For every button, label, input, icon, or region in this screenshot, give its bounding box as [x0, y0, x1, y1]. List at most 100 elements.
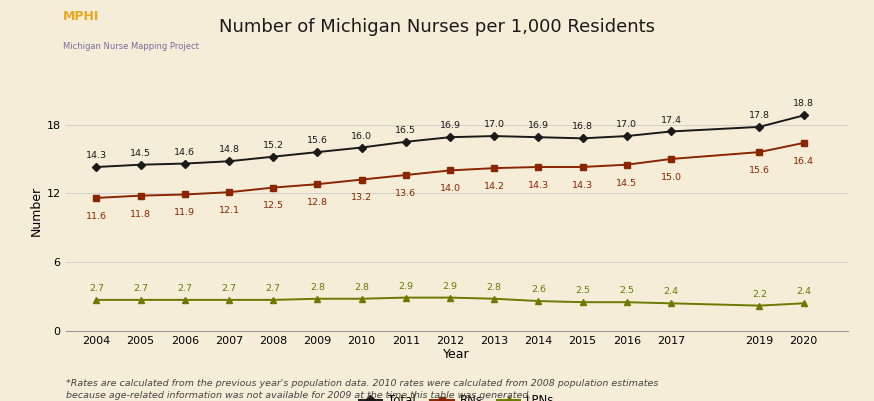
Text: 2.7: 2.7: [133, 284, 149, 293]
LPNs: [312, 296, 323, 301]
Text: 17.8: 17.8: [749, 111, 770, 120]
Text: 12.8: 12.8: [307, 198, 328, 207]
Total: [621, 134, 632, 138]
Text: 14.6: 14.6: [175, 148, 196, 157]
Total: [180, 161, 191, 166]
Text: 16.5: 16.5: [395, 126, 416, 135]
Text: 12.1: 12.1: [218, 206, 239, 215]
Text: 11.9: 11.9: [175, 209, 196, 217]
Legend: Total, RNs, LPNs: Total, RNs, LPNs: [354, 390, 559, 401]
Line: Total: Total: [94, 113, 807, 170]
LPNs: [798, 301, 808, 306]
Text: 12.5: 12.5: [263, 201, 284, 211]
Text: 2.7: 2.7: [177, 284, 192, 293]
Text: 15.6: 15.6: [307, 136, 328, 145]
Text: 14.0: 14.0: [440, 184, 461, 193]
Text: 17.0: 17.0: [616, 120, 637, 129]
Text: 11.6: 11.6: [86, 212, 107, 221]
Text: 2.8: 2.8: [310, 283, 325, 292]
Text: 2.6: 2.6: [531, 285, 546, 294]
Text: Michigan Nurse Mapping Project: Michigan Nurse Mapping Project: [63, 42, 198, 51]
RNs: [91, 196, 101, 200]
LPNs: [666, 301, 676, 306]
Text: 14.5: 14.5: [616, 178, 637, 188]
RNs: [180, 192, 191, 197]
Text: because age-related information was not available for 2009 at the time this tabl: because age-related information was not …: [66, 391, 531, 400]
RNs: [445, 168, 455, 173]
Total: [533, 135, 544, 140]
RNs: [357, 177, 367, 182]
Total: [578, 136, 588, 141]
RNs: [135, 193, 146, 198]
Text: 2.9: 2.9: [399, 282, 413, 291]
RNs: [621, 162, 632, 167]
Text: 16.4: 16.4: [793, 157, 814, 166]
Text: 2.5: 2.5: [620, 286, 635, 295]
Text: 2.8: 2.8: [487, 283, 502, 292]
Text: 14.3: 14.3: [572, 181, 593, 190]
Text: 2.4: 2.4: [796, 288, 811, 296]
Total: [91, 164, 101, 169]
Text: 13.6: 13.6: [395, 189, 416, 198]
X-axis label: Year: Year: [443, 348, 470, 361]
LPNs: [489, 296, 499, 301]
RNs: [268, 185, 279, 190]
Text: 14.3: 14.3: [528, 181, 549, 190]
Total: [798, 113, 808, 118]
Text: 16.9: 16.9: [528, 121, 549, 130]
LPNs: [578, 300, 588, 305]
LPNs: [91, 298, 101, 302]
RNs: [400, 172, 411, 177]
LPNs: [400, 295, 411, 300]
RNs: [533, 164, 544, 169]
Text: 2.8: 2.8: [354, 283, 369, 292]
Total: [400, 140, 411, 144]
LPNs: [357, 296, 367, 301]
Text: 17.4: 17.4: [661, 115, 682, 125]
Total: [445, 135, 455, 140]
Total: [489, 134, 499, 138]
LPNs: [135, 298, 146, 302]
Text: 14.3: 14.3: [86, 151, 107, 160]
RNs: [754, 150, 765, 154]
Text: 15.2: 15.2: [263, 141, 284, 150]
Text: 2.5: 2.5: [575, 286, 590, 295]
Text: 2.4: 2.4: [663, 288, 678, 296]
Line: LPNs: LPNs: [93, 294, 807, 309]
Text: *Rates are calculated from the previous year's population data. 2010 rates were : *Rates are calculated from the previous …: [66, 379, 658, 388]
Total: [312, 150, 323, 154]
LPNs: [621, 300, 632, 305]
RNs: [798, 140, 808, 145]
Total: [224, 159, 234, 164]
RNs: [489, 166, 499, 170]
Text: 2.7: 2.7: [89, 284, 104, 293]
Text: 15.0: 15.0: [661, 173, 682, 182]
Text: Number of Michigan Nurses per 1,000 Residents: Number of Michigan Nurses per 1,000 Resi…: [219, 18, 655, 36]
Text: 11.8: 11.8: [130, 209, 151, 219]
Text: 16.8: 16.8: [572, 122, 593, 132]
Text: 14.2: 14.2: [483, 182, 504, 191]
LPNs: [268, 298, 279, 302]
Text: 2.9: 2.9: [442, 282, 457, 291]
Text: 2.2: 2.2: [752, 290, 766, 299]
Text: 18.8: 18.8: [793, 99, 814, 109]
LPNs: [224, 298, 234, 302]
LPNs: [533, 299, 544, 304]
Total: [666, 129, 676, 134]
RNs: [666, 156, 676, 161]
Text: 2.7: 2.7: [266, 284, 281, 293]
RNs: [224, 190, 234, 194]
RNs: [578, 164, 588, 169]
Text: 14.5: 14.5: [130, 149, 151, 158]
Text: 16.9: 16.9: [440, 121, 461, 130]
Total: [357, 145, 367, 150]
Y-axis label: Number: Number: [30, 186, 43, 236]
Text: 14.8: 14.8: [218, 145, 239, 154]
Text: 15.6: 15.6: [749, 166, 770, 175]
Total: [754, 124, 765, 129]
Text: 17.0: 17.0: [483, 120, 504, 129]
LPNs: [180, 298, 191, 302]
RNs: [312, 182, 323, 186]
Text: 16.0: 16.0: [351, 132, 372, 141]
LPNs: [445, 295, 455, 300]
